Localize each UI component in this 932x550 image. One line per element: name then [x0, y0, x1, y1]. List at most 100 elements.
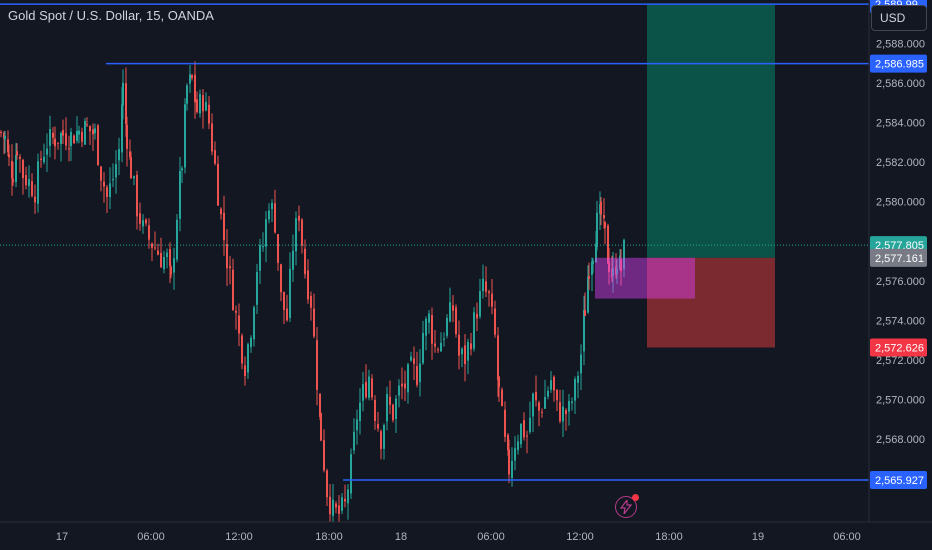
y-tick-label: 2,580.000	[876, 197, 925, 209]
candle-body	[271, 202, 273, 210]
candle-body	[103, 181, 105, 187]
candle-body	[184, 104, 186, 168]
candle-body	[265, 219, 267, 247]
candle-body	[482, 278, 484, 291]
candle-body	[194, 74, 196, 103]
candle-body	[84, 120, 86, 145]
entry-price-label-bg	[870, 248, 927, 267]
candle-body	[121, 104, 123, 153]
candle-body	[250, 337, 252, 348]
y-tick-label: 2,574.000	[876, 315, 925, 327]
candle-body	[356, 419, 358, 431]
candle-body	[181, 168, 183, 171]
candle-body	[419, 363, 421, 383]
replay-flash-icon[interactable]	[615, 494, 639, 518]
entry-highlight	[595, 257, 695, 299]
candle-body	[247, 344, 249, 373]
y-tick-label: 2,570.000	[876, 394, 925, 406]
candle-body	[214, 150, 216, 164]
loss-zone	[647, 257, 775, 348]
candle-body	[25, 175, 27, 186]
candle-body	[559, 402, 561, 422]
candle-body	[452, 305, 454, 311]
y-tick-label: 2,588.000	[876, 39, 925, 51]
x-tick-label: 12:00	[566, 531, 594, 543]
candle-body	[43, 156, 45, 162]
candle-body	[89, 125, 91, 132]
candle-body	[136, 174, 138, 217]
candle-body	[229, 266, 231, 269]
candle-body	[395, 398, 397, 420]
candle-body	[338, 505, 340, 514]
candle-body	[368, 376, 370, 398]
candle-body	[332, 499, 334, 516]
candle-body	[211, 123, 213, 152]
candle-body	[511, 460, 513, 479]
candle-body	[139, 213, 141, 224]
candle-body	[425, 318, 427, 336]
candle-body	[422, 332, 424, 364]
candle-body	[166, 252, 168, 258]
candle-body	[286, 308, 288, 321]
candle-body	[326, 470, 328, 498]
candle-body	[179, 171, 181, 219]
candle-body	[587, 276, 589, 313]
candle-body	[479, 291, 481, 317]
candle-body	[268, 210, 270, 220]
candle-body	[259, 245, 261, 271]
candle-body	[603, 215, 605, 219]
candle-body	[383, 424, 385, 449]
candle-body	[205, 102, 207, 111]
candle-body	[592, 261, 594, 264]
candle-body	[223, 212, 225, 241]
candle-body	[78, 130, 80, 135]
candle-body	[556, 389, 558, 401]
candle-body	[362, 384, 364, 401]
candle-body	[329, 496, 331, 515]
candle-body	[410, 356, 412, 361]
candle-body	[616, 268, 618, 275]
candle-body	[301, 219, 303, 246]
candle-body	[473, 312, 475, 349]
candle-body	[298, 215, 300, 221]
candle-body	[4, 135, 6, 140]
candle-body	[307, 270, 309, 300]
candle-body	[295, 218, 297, 252]
candle-body	[191, 75, 193, 79]
candle-body	[389, 396, 391, 405]
candle-body	[173, 258, 175, 273]
candle-body	[40, 158, 42, 160]
candle-body	[186, 85, 188, 104]
candle-body	[12, 178, 14, 183]
candle-body	[60, 133, 62, 144]
currency-button[interactable]: USD	[871, 5, 927, 31]
candle-body	[565, 410, 567, 415]
candle-body	[46, 148, 48, 155]
resistance-price-label-bg	[870, 54, 927, 73]
candle-body	[94, 128, 96, 134]
candle-body	[612, 268, 614, 276]
x-tick-label: 18:00	[315, 531, 343, 543]
candle-body	[608, 261, 610, 273]
support-price-label: 2,565.927	[875, 475, 924, 487]
candle-body	[129, 151, 131, 158]
candle-body	[142, 220, 144, 227]
candle-body	[413, 358, 415, 364]
candle-body	[220, 208, 222, 215]
candle-body	[491, 293, 493, 307]
candle-body	[16, 151, 18, 156]
candle-body	[125, 83, 127, 125]
candle-body	[470, 343, 472, 350]
candle-body	[54, 138, 56, 147]
candle-body	[532, 393, 534, 417]
candle-body	[529, 417, 531, 432]
candle-body	[494, 308, 496, 335]
time-axis	[0, 522, 932, 550]
candle-body	[310, 295, 312, 308]
candle-body	[68, 148, 70, 150]
candle-body	[476, 313, 478, 319]
candle-body	[604, 221, 606, 228]
candle-body	[115, 164, 117, 178]
candle-body	[437, 349, 439, 351]
